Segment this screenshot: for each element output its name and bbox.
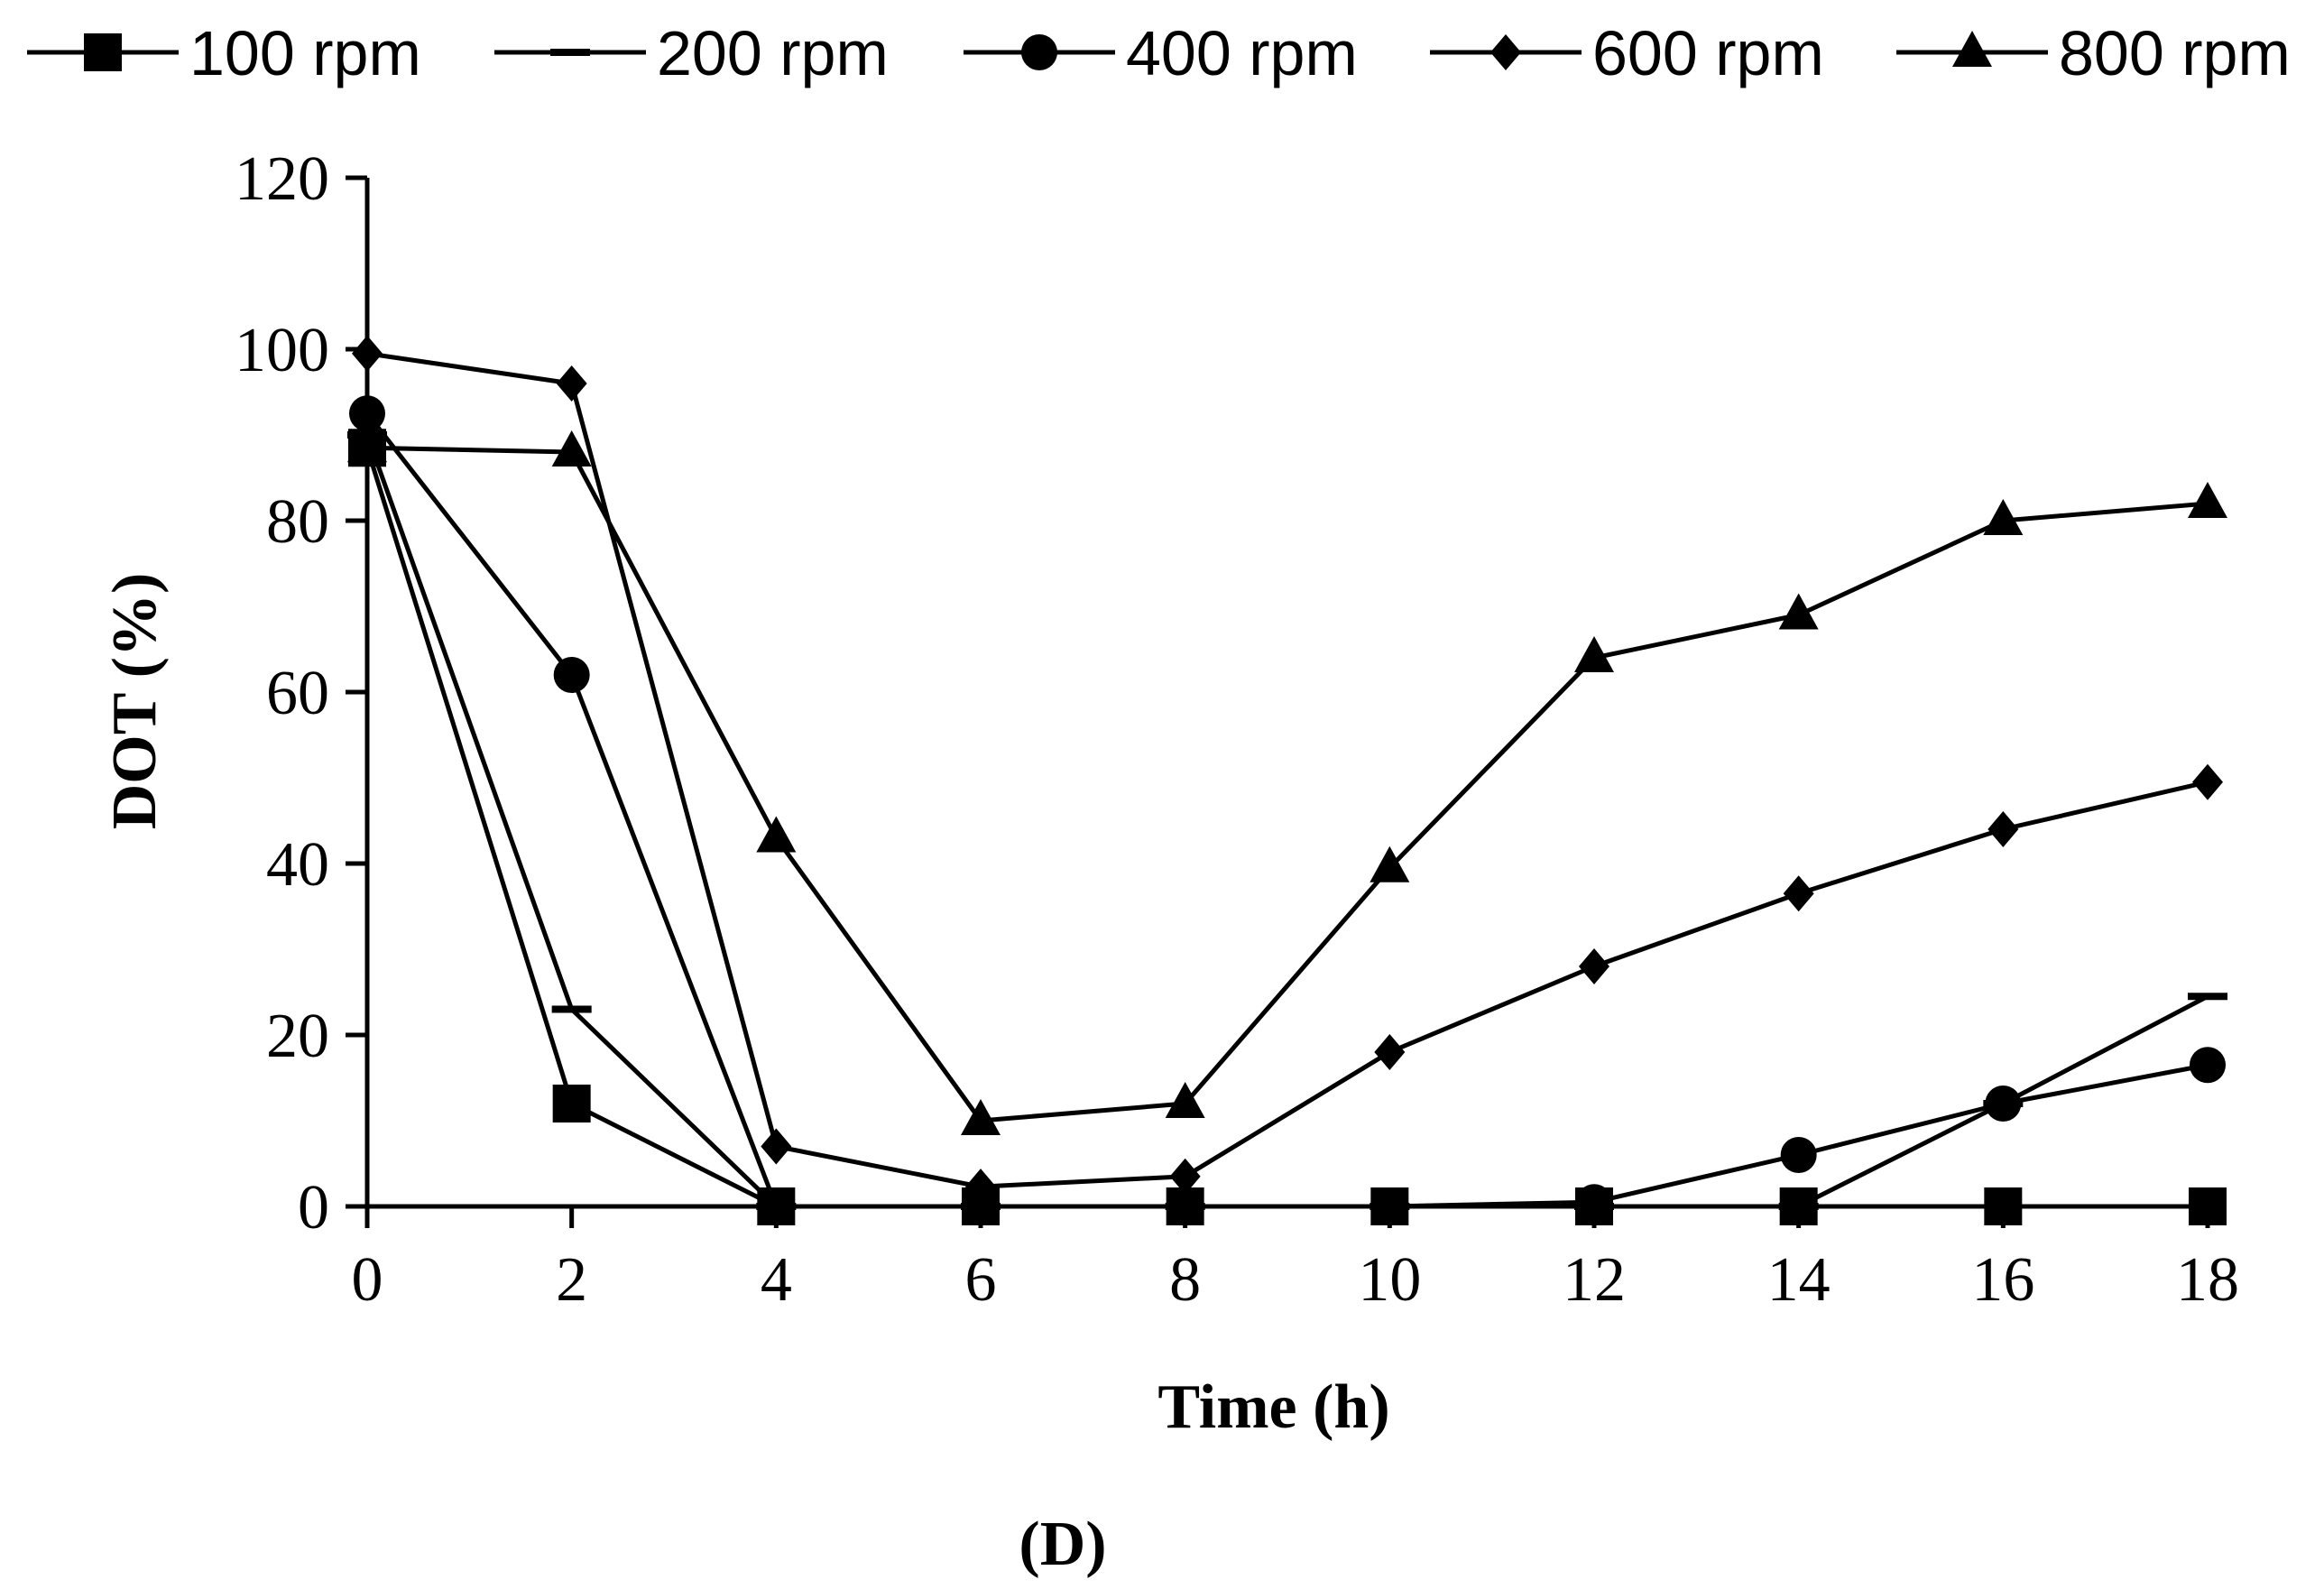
data-point-600-rpm (761, 1128, 792, 1165)
data-point-400-rpm (2190, 1047, 2226, 1084)
legend-label: 200 rpm (657, 18, 889, 88)
data-point-600-rpm (1579, 948, 1609, 984)
y-tick-label: 0 (298, 1173, 329, 1243)
series-line-100-rpm (364, 447, 2208, 1209)
chart-legend: 100 rpm 200 rpm 400 rpm 600 rpm 800 rpm (27, 18, 2291, 88)
legend-item-100-rpm: 100 rpm (27, 18, 421, 88)
x-tick-label: 18 (2176, 1245, 2239, 1315)
x-tick-label: 4 (761, 1245, 792, 1315)
series-line-600-rpm (366, 351, 2209, 1189)
legend-marker-100-rpm (84, 33, 122, 71)
data-point-600-rpm (1987, 811, 2019, 847)
x-tick-label: 2 (556, 1245, 587, 1315)
data-point-800-rpm (551, 430, 592, 467)
legend-item-800-rpm: 800 rpm (1896, 18, 2291, 88)
data-point-400-rpm (758, 1188, 795, 1224)
legend-marker-200-rpm (550, 49, 590, 56)
x-axis-title: Time (h) (1157, 1372, 1389, 1442)
data-point-400-rpm (963, 1188, 999, 1224)
legend-item-400-rpm: 400 rpm (964, 18, 1358, 88)
data-point-800-rpm (2188, 482, 2227, 518)
data-point-600-rpm (2192, 763, 2223, 800)
data-point-100-rpm (2189, 1187, 2227, 1225)
x-tick-label: 14 (1767, 1245, 1831, 1315)
series-800-rpm (347, 426, 2227, 1135)
data-point-100-rpm (1984, 1187, 2023, 1225)
data-point-600-rpm (1169, 1158, 1201, 1195)
data-point-800-rpm (1983, 499, 2024, 535)
y-tick-label: 40 (266, 830, 329, 900)
data-point-400-rpm (349, 395, 385, 432)
x-tick-label: 6 (965, 1245, 997, 1315)
x-tick-label: 10 (1358, 1245, 1421, 1315)
y-tick-label: 20 (266, 1002, 329, 1071)
y-axis-title: DOT (%) (100, 573, 170, 830)
data-point-400-rpm (1780, 1137, 1817, 1173)
legend-item-200-rpm: 200 rpm (494, 18, 889, 88)
x-tick-label: 0 (352, 1245, 383, 1315)
data-point-800-rpm (1165, 1082, 1205, 1118)
y-tick-label: 80 (266, 487, 329, 557)
data-point-200-rpm (551, 1005, 592, 1013)
data-point-400-rpm (1371, 1188, 1408, 1224)
data-point-600-rpm (1374, 1034, 1406, 1070)
data-point-200-rpm (2188, 993, 2227, 1001)
legend-marker-800-rpm (1952, 31, 1992, 67)
data-point-800-rpm (347, 426, 387, 463)
series-400-rpm (349, 395, 2226, 1224)
y-tick-label: 60 (266, 659, 329, 728)
x-tick-label: 8 (1169, 1245, 1201, 1315)
panel-label: (D) (1019, 1510, 1106, 1579)
data-point-800-rpm (756, 816, 797, 853)
data-point-800-rpm (1574, 636, 1614, 672)
legend-label: 100 rpm (189, 18, 421, 88)
legend-label: 800 rpm (2059, 18, 2291, 88)
data-point-400-rpm (1985, 1086, 2022, 1122)
data-point-800-rpm (1778, 593, 1819, 630)
legend-item-600-rpm: 600 rpm (1430, 18, 1824, 88)
data-point-100-rpm (552, 1085, 591, 1122)
data-point-400-rpm (553, 657, 590, 693)
data-point-800-rpm (961, 1099, 1001, 1135)
legend-marker-600-rpm (1490, 34, 1521, 70)
data-point-800-rpm (1370, 845, 1410, 882)
data-point-200-rpm (1778, 1203, 1819, 1210)
series-line-800-rpm (366, 445, 2209, 1123)
legend-label: 600 rpm (1592, 18, 1824, 88)
series-layer (347, 335, 2227, 1225)
data-point-600-rpm (556, 365, 587, 402)
data-point-600-rpm (352, 335, 383, 372)
y-tick-label: 100 (235, 316, 329, 385)
series-line-400-rpm (365, 411, 2209, 1209)
series-600-rpm (352, 335, 2223, 1206)
data-point-400-rpm (1167, 1188, 1204, 1224)
data-point-600-rpm (965, 1169, 996, 1206)
x-tick-label: 12 (1563, 1245, 1626, 1315)
y-tick-label: 120 (235, 144, 329, 214)
series-line-200-rpm (364, 434, 2209, 1209)
legend-marker-400-rpm (1021, 34, 1057, 70)
data-point-600-rpm (1783, 875, 1814, 912)
chart-axes: 0 20 40 60 80 100 120 0 2 4 6 8 10 12 14 16 18 (235, 144, 2239, 1315)
data-point-400-rpm (1576, 1184, 1612, 1221)
legend-label: 400 rpm (1126, 18, 1358, 88)
x-tick-label: 16 (1971, 1245, 2034, 1315)
